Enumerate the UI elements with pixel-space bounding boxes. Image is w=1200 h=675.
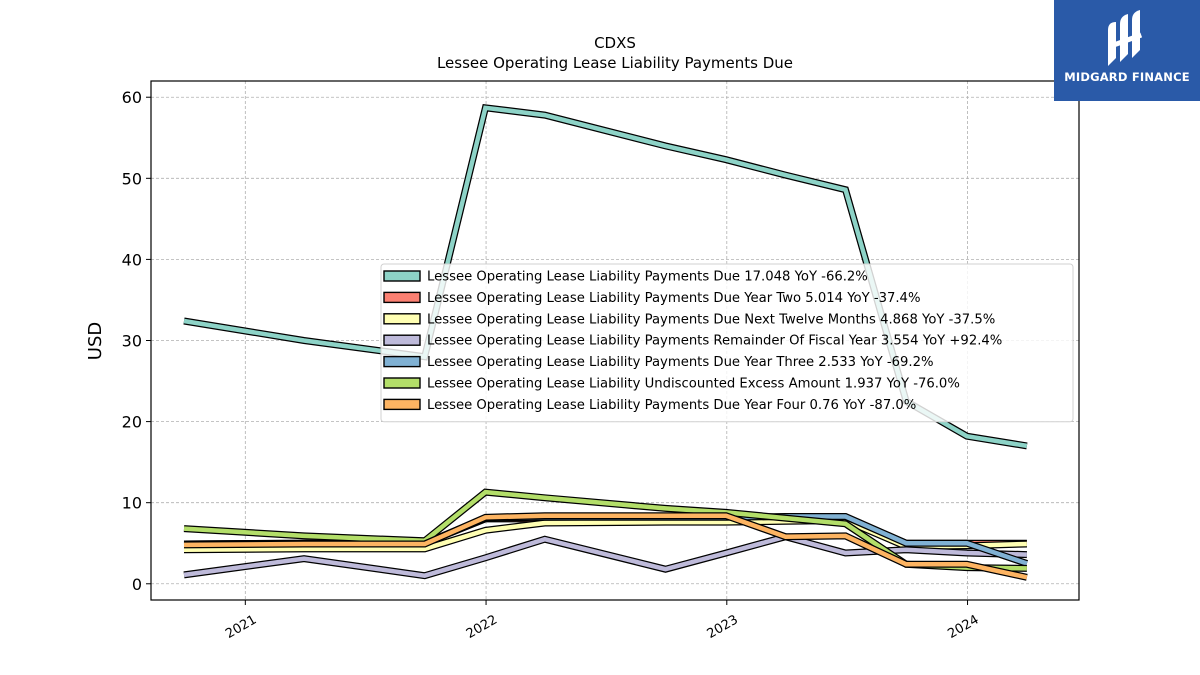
x-axis: 2021 2022 2023 2024: [223, 600, 982, 642]
y-tick-label: 30: [122, 332, 142, 351]
y-tick-label: 60: [122, 88, 142, 107]
legend-entry-6: Lessee Operating Lease Liability Payment…: [427, 398, 916, 413]
x-tick-label: 2022: [464, 612, 500, 642]
legend-entry-5: Lessee Operating Lease Liability Undisco…: [427, 377, 960, 392]
legend-entry-4: Lessee Operating Lease Liability Payment…: [427, 355, 934, 370]
legend: Lessee Operating Lease Liability Payment…: [380, 263, 1074, 423]
legend-swatch-5: [383, 377, 421, 389]
x-tick-label: 2023: [705, 612, 741, 642]
midgard-logo-icon: [1108, 10, 1143, 66]
y-tick-label: 40: [122, 250, 142, 269]
x-tick-label: 2024: [945, 612, 981, 642]
legend-swatch-3: [383, 334, 421, 346]
legend-entry-0: Lessee Operating Lease Liability Payment…: [427, 270, 868, 285]
brand-name: MIDGARD FINANCE: [1064, 70, 1190, 84]
legend-entry-3: Lessee Operating Lease Liability Payment…: [427, 334, 1002, 349]
legend-swatch-2: [383, 313, 421, 325]
y-tick-label: 10: [122, 494, 142, 513]
legend-entry-1: Lessee Operating Lease Liability Payment…: [427, 291, 920, 306]
legend-swatch-4: [383, 355, 421, 368]
series-line-6: [183, 513, 1028, 580]
chart-subtitle-text: Lessee Operating Lease Liability Payment…: [437, 54, 793, 72]
legend-swatch-1: [383, 291, 421, 304]
legend-swatch-6: [383, 398, 421, 411]
y-tick-label: 0: [132, 575, 142, 594]
y-tick-label: 50: [122, 169, 142, 188]
brand-logo: MIDGARD FINANCE: [1054, 0, 1200, 101]
x-tick-label: 2021: [223, 612, 259, 642]
chart-title: CDXS Lessee Operating Lease Liability Pa…: [437, 34, 793, 72]
y-axis: 0 10 20 30 40 50 60: [122, 88, 151, 594]
legend-entry-2: Lessee Operating Lease Liability Payment…: [427, 312, 995, 327]
chart-title-text: CDXS: [594, 34, 636, 52]
legend-box: [380, 263, 1074, 423]
legend-swatch-0: [383, 270, 421, 282]
series-line-3: [183, 534, 1027, 578]
y-tick-label: 20: [122, 413, 142, 432]
y-axis-label: USD: [85, 322, 106, 360]
